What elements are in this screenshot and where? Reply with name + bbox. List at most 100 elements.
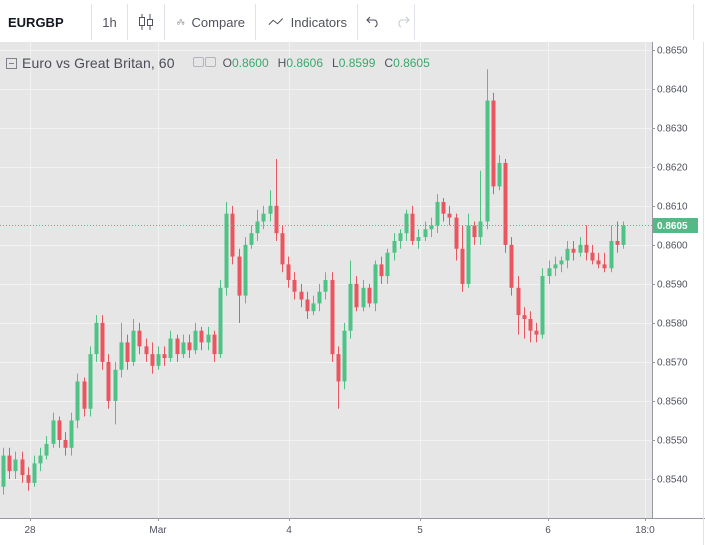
candle-down [125,342,130,362]
compare-icon [177,18,185,25]
candle-up [268,205,273,214]
collapse-legend-icon[interactable] [6,57,17,69]
candle-down [274,205,279,234]
high-key: H [277,56,287,70]
candle-down [57,420,62,440]
candle-down [144,346,149,355]
candle-down [305,299,310,312]
candle-down [162,354,167,359]
candle-up [13,459,18,472]
undo-button[interactable] [358,4,388,40]
candle-down [175,338,180,355]
price-tick-label: 0.8580 [657,318,688,329]
ohlc-values: O0.8600 H0.8606 L0.8599 C0.8605 [223,56,430,70]
candle-up [578,244,583,253]
candle-up [553,264,558,269]
toolbar-divider [357,4,358,40]
candle-up [88,354,93,409]
toolbar-divider [255,4,256,40]
interval-button[interactable]: 1h [92,4,127,40]
eye-icon[interactable] [192,57,204,67]
candle-up [392,240,397,253]
candle-up [559,260,564,265]
close-value: 0.8605 [393,56,430,70]
candle-up [261,213,266,222]
candle-down [330,280,335,355]
price-tick-label: 0.8570 [657,357,688,368]
price-chart[interactable]: 0.8540 0.8550 0.8560 0.8570 0.8580 0.8590 0.86… [0,42,705,545]
candle-up [485,100,490,222]
price-tick-label: 0.8650 [657,45,688,56]
interval-label: 1h [102,14,117,30]
candle-down [292,280,297,292]
candle-up [156,354,161,366]
candle-down [199,330,204,343]
candle-down [187,342,192,351]
settings-icon[interactable] [204,57,216,67]
candle-up [497,162,502,187]
toolbar-divider [127,4,128,40]
candle-down [472,225,477,238]
chart-area[interactable]: 0.8540 0.8550 0.8560 0.8570 0.8580 0.8590 0.86… [0,42,705,545]
candle-down [230,213,235,257]
time-tick-label: Mar [149,525,167,536]
candle-up [32,463,37,483]
top-toolbar: EURGBP 1h Compare [0,0,705,42]
candle-down [336,354,341,382]
candle-up [255,221,260,234]
price-tick-label: 0.8640 [657,84,688,95]
price-scale-background [652,42,705,545]
undo-icon [366,16,378,28]
low-key: L [332,56,339,70]
candles-icon [139,14,153,30]
toolbar-divider [693,4,694,40]
candle-up [224,213,229,288]
toolbar-divider [164,4,165,40]
candle-down [615,240,620,245]
candle-down [280,233,285,265]
candle-up [435,201,440,226]
candle-up [398,233,403,241]
indicators-button[interactable]: Indicators [256,4,357,40]
candle-down [20,459,25,476]
candle-down [571,248,576,253]
open-key: O [222,56,232,70]
candle-down [602,264,607,269]
candle-up [193,330,198,351]
high-value: 0.8606 [286,56,324,70]
visibility-icons[interactable] [192,57,217,69]
series-title: Euro vs Great Britan, 60 [22,55,175,71]
candle-up [113,369,118,401]
candle-up [323,280,328,292]
time-tick-label: 18:0 [635,525,655,536]
price-tick-label: 0.8630 [657,123,688,134]
candle-up [69,420,74,448]
candle-up [249,233,254,245]
candle-down [7,455,12,472]
candle-down [63,439,68,448]
candle-down [286,264,291,280]
candle-down [590,252,595,261]
candle-down [410,213,415,241]
series-legend: Euro vs Great Britan, 60 O0.8600 H0.8606… [6,54,430,72]
candle-down [106,361,111,401]
compare-button[interactable]: Compare [165,4,255,40]
redo-button[interactable] [388,4,418,40]
candle-down [237,256,242,296]
candle-down [100,322,105,362]
symbol-search-button[interactable]: EURGBP [0,4,91,40]
candle-up [131,330,136,362]
candle-up [206,334,211,343]
candle-down [447,213,452,218]
last-price-label: 0.8605 [657,221,688,232]
time-tick-label: 5 [417,525,423,536]
price-tick-label: 0.8590 [657,279,688,290]
candle-down [354,283,359,308]
candle-down [212,334,217,355]
candle-up [311,303,316,312]
chart-style-button[interactable] [128,4,164,40]
candle-down [503,162,508,245]
time-tick-label: 28 [24,525,36,536]
candle-up [416,237,421,241]
candle-up [423,229,428,238]
